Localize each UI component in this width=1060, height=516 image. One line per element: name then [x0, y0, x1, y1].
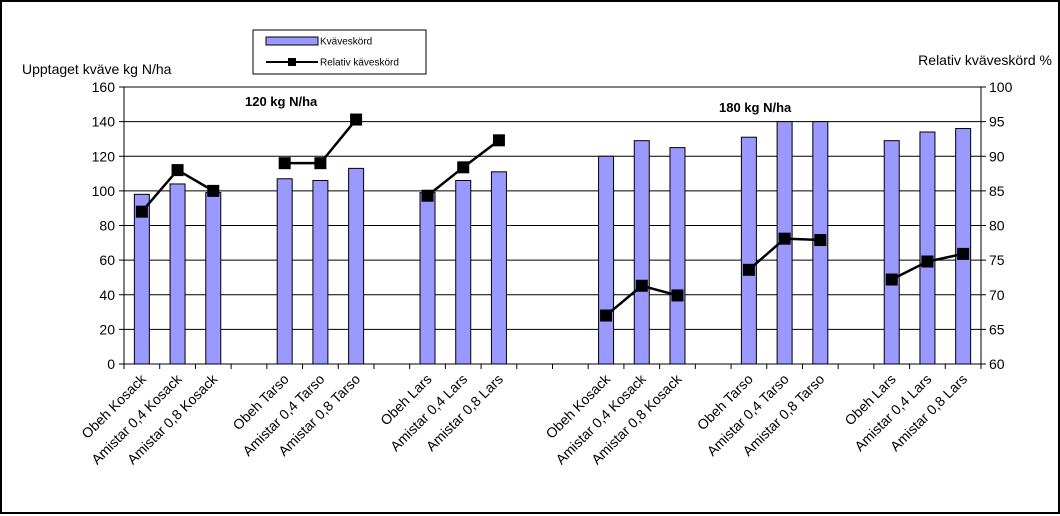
- line-marker: [957, 247, 970, 260]
- legend-bar-swatch: [265, 36, 319, 46]
- bar: [455, 179, 472, 365]
- y-tick-label: 0: [107, 356, 115, 372]
- legend-marker-swatch: [288, 58, 296, 66]
- bar: [740, 136, 757, 365]
- y-tick-label: 60: [99, 252, 115, 268]
- line-marker: [492, 134, 505, 147]
- y2-axis-title: Relativ kväveskörd %: [918, 52, 1052, 68]
- y2-tick-label: 85: [989, 183, 1005, 199]
- line-marker: [207, 184, 220, 197]
- bar: [419, 192, 436, 365]
- line-marker: [171, 164, 184, 177]
- y2-tick-label: 75: [989, 252, 1005, 268]
- y2-tick-label: 90: [989, 148, 1005, 164]
- bar: [276, 178, 293, 365]
- bar: [490, 171, 507, 365]
- legend: Kväveskörd Relativ käveskörd: [252, 29, 427, 75]
- bar: [312, 179, 329, 365]
- bar: [348, 167, 365, 365]
- group-label-180: 180 kg N/ha: [719, 100, 792, 115]
- y2-tick-label: 100: [989, 79, 1013, 95]
- bar: [669, 147, 686, 365]
- legend-line-label: Relativ käveskörd: [320, 58, 399, 69]
- line-marker: [742, 263, 755, 276]
- y-tick-label: 160: [92, 79, 116, 95]
- bar: [169, 183, 186, 365]
- y-tick-label: 100: [92, 183, 116, 199]
- line-marker: [635, 279, 648, 292]
- bar: [633, 140, 650, 365]
- bar: [883, 140, 900, 365]
- group-label-120: 120 kg N/ha: [245, 94, 318, 109]
- line-marker: [278, 157, 291, 170]
- bar-series: [133, 121, 972, 365]
- tick-labels: 0 20 40 60 80 100 120 140 160 60 65 70 75 80 85 90 95 100: [92, 79, 1013, 372]
- y-axis-title: Upptaget kväve kg N/ha: [22, 61, 172, 77]
- y2-tick-label: 70: [989, 287, 1005, 303]
- line-marker: [457, 161, 470, 174]
- y-tick-label: 20: [99, 321, 115, 337]
- line-marker: [421, 189, 434, 202]
- bar: [133, 193, 150, 365]
- y2-tick-label: 60: [989, 356, 1005, 372]
- bar: [205, 192, 222, 365]
- y2-tick-label: 80: [989, 218, 1005, 234]
- line-marker: [814, 234, 827, 247]
- line-series: [135, 113, 970, 322]
- line-marker: [350, 113, 363, 126]
- bar: [919, 131, 936, 365]
- y-tick-label: 140: [92, 114, 116, 130]
- gridlines: [124, 86, 981, 330]
- axes: [119, 86, 986, 369]
- y-tick-label: 80: [99, 218, 115, 234]
- line-marker: [671, 289, 684, 302]
- line-marker: [135, 205, 148, 218]
- line-marker: [600, 309, 613, 322]
- line-marker: [314, 157, 327, 170]
- bar: [598, 155, 615, 365]
- y-tick-label: 40: [99, 287, 115, 303]
- y-tick-label: 120: [92, 148, 116, 164]
- bar: [955, 128, 972, 365]
- line-marker: [885, 273, 898, 286]
- y2-tick-label: 65: [989, 321, 1005, 337]
- y2-tick-label: 95: [989, 114, 1005, 130]
- line-marker: [778, 232, 791, 245]
- legend-bar-label: Kväveskörd: [320, 37, 372, 48]
- line-marker: [921, 255, 934, 268]
